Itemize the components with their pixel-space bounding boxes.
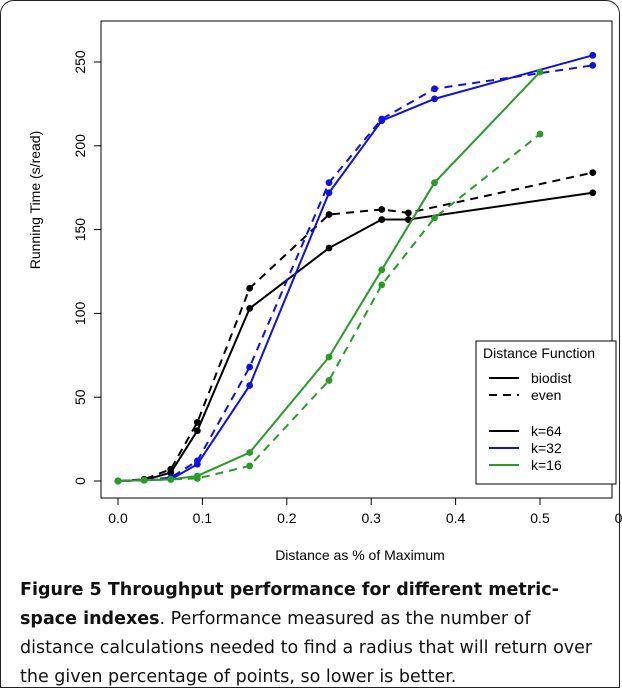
x-tick-label: 0.3 [361,510,381,526]
data-point [589,169,597,177]
data-point [431,95,438,103]
x-tick-label: 0.1 [193,510,213,526]
data-point [246,449,254,456]
data-point [378,115,386,123]
caption-text: . Performance measured as the number of … [20,609,593,687]
data-point [246,284,254,292]
data-point [589,51,597,59]
x-tick-label: 0.0 [108,510,128,526]
data-point [325,211,333,218]
series-layer [114,51,597,485]
data-point [140,476,148,484]
data-point [325,244,333,252]
x-axis-label: Distance as % of Maximum [275,547,445,563]
data-point [404,209,412,217]
data-point [246,462,254,470]
legend-label: even [531,387,561,403]
data-point [325,377,333,384]
legend-label: k=64 [531,423,562,439]
data-point [589,61,597,69]
data-point [193,457,201,465]
data-point [193,418,201,426]
data-point [378,216,386,223]
data-point [378,281,386,289]
data-point [431,179,438,187]
data-point [378,206,386,213]
y-tick-label: 100 [72,302,88,326]
x-tick-label: 0.2 [277,510,297,526]
axes: 0.0 0.1 0.2 0.3 0.4 0.5 0.6 0 50 100 150 200 250 [72,50,622,526]
x-tick-label: 0.6 [615,510,622,526]
x-tick-label: 0.4 [446,510,466,526]
data-point [536,68,544,76]
data-point [193,475,201,482]
series-k16-even [114,130,544,485]
data-point [431,85,438,93]
data-point [325,179,333,187]
data-point [167,475,175,483]
data-point [193,427,201,435]
x-tick-label: 0.5 [530,510,550,526]
data-point [325,353,333,361]
data-point [114,477,122,485]
figure-caption: Figure 5 Throughput performance for diff… [20,576,606,692]
data-point [536,130,544,138]
y-tick-label: 50 [72,389,88,405]
legend-title: Distance Function [483,345,595,361]
y-axis-label: Running Time (s/read) [27,131,43,270]
data-point [167,465,175,473]
data-point [246,382,254,389]
line-chart: 0.0 0.1 0.2 0.3 0.4 0.5 0.6 0 50 100 150 200 250 Dis… [27,20,622,563]
y-tick-label: 250 [72,50,88,74]
caption-title: Figure 5 Throughput performance for diff… [20,580,559,629]
data-point [246,363,254,371]
legend-label: k=16 [531,457,562,473]
y-tick-label: 0 [72,477,88,485]
data-point [378,266,386,274]
legend-label: biodist [531,370,572,386]
plot-area [100,20,613,499]
y-tick-label: 150 [72,218,88,242]
data-point [246,304,254,312]
data-point [431,214,438,222]
data-point [325,189,333,197]
legend-label: k=32 [531,440,562,456]
legend-box [475,340,617,485]
y-tick-label: 200 [72,134,88,158]
data-point [589,189,597,197]
